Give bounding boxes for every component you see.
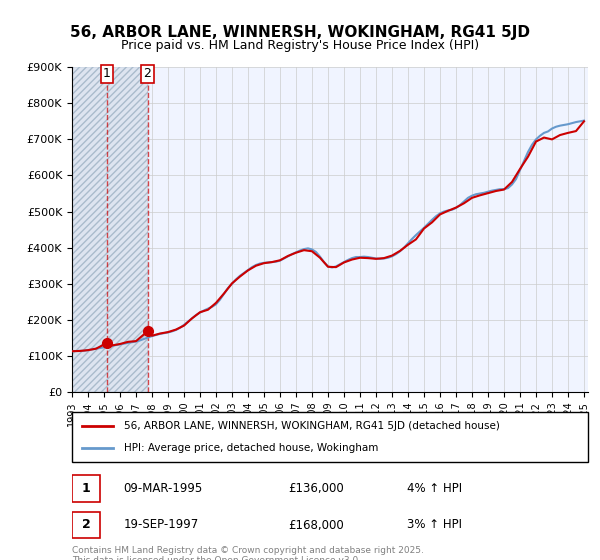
Text: 4% ↑ HPI: 4% ↑ HPI	[407, 482, 463, 495]
Text: Price paid vs. HM Land Registry's House Price Index (HPI): Price paid vs. HM Land Registry's House …	[121, 39, 479, 52]
Text: 3% ↑ HPI: 3% ↑ HPI	[407, 519, 463, 531]
Text: £168,000: £168,000	[289, 519, 344, 531]
FancyBboxPatch shape	[72, 512, 100, 538]
Text: £136,000: £136,000	[289, 482, 344, 495]
Text: 2: 2	[82, 519, 91, 531]
Text: Contains HM Land Registry data © Crown copyright and database right 2025.
This d: Contains HM Land Registry data © Crown c…	[72, 546, 424, 560]
Text: 19-SEP-1997: 19-SEP-1997	[124, 519, 199, 531]
FancyBboxPatch shape	[72, 412, 588, 462]
Text: 2: 2	[143, 67, 151, 80]
Text: 56, ARBOR LANE, WINNERSH, WOKINGHAM, RG41 5JD (detached house): 56, ARBOR LANE, WINNERSH, WOKINGHAM, RG4…	[124, 421, 499, 431]
FancyBboxPatch shape	[72, 475, 100, 502]
Bar	[72, 67, 148, 392]
Text: 56, ARBOR LANE, WINNERSH, WOKINGHAM, RG41 5JD: 56, ARBOR LANE, WINNERSH, WOKINGHAM, RG4…	[70, 25, 530, 40]
Text: 09-MAR-1995: 09-MAR-1995	[124, 482, 203, 495]
Text: 1: 1	[103, 67, 111, 80]
Text: HPI: Average price, detached house, Wokingham: HPI: Average price, detached house, Woki…	[124, 443, 378, 453]
Text: 1: 1	[82, 482, 91, 495]
